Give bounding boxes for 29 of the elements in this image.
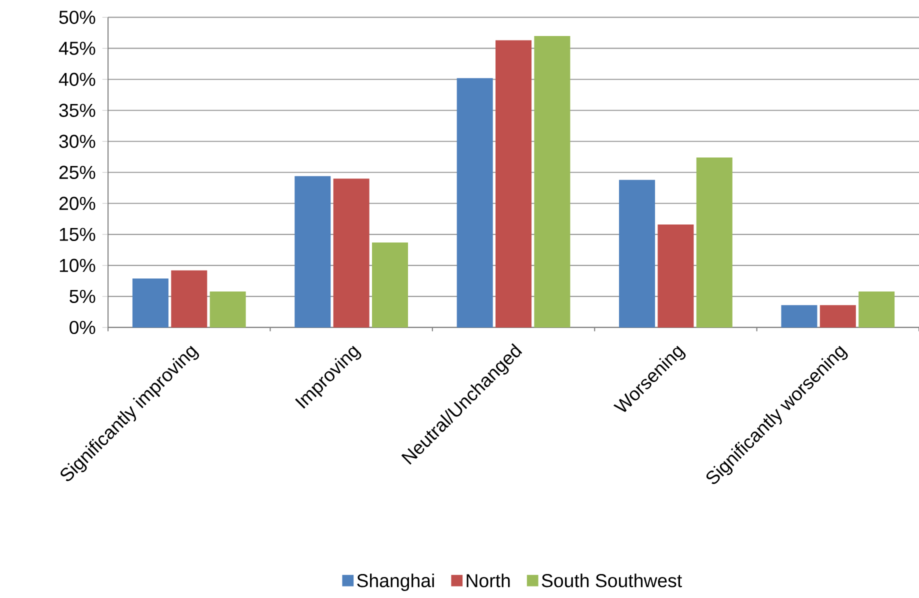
y-tick-label: 20% bbox=[59, 196, 96, 210]
bar bbox=[171, 270, 208, 328]
bar bbox=[858, 291, 895, 328]
bar bbox=[210, 291, 246, 328]
bar bbox=[658, 224, 694, 328]
bar bbox=[456, 78, 493, 328]
legend-label: South Southwest bbox=[542, 573, 682, 588]
bar bbox=[781, 305, 818, 328]
bar bbox=[294, 176, 331, 328]
y-tick-label: 5% bbox=[70, 290, 96, 303]
legend-label: North bbox=[466, 573, 510, 588]
y-tick-label: 0% bbox=[70, 320, 96, 334]
y-tick-label: 40% bbox=[58, 72, 96, 86]
bar bbox=[372, 242, 408, 328]
bar bbox=[534, 36, 570, 328]
bar bbox=[333, 178, 370, 328]
y-tick-label: 25% bbox=[59, 166, 96, 179]
bar bbox=[820, 305, 856, 328]
bar bbox=[132, 278, 168, 328]
bar bbox=[696, 157, 732, 328]
bar bbox=[496, 40, 532, 328]
y-tick-label: 10% bbox=[60, 258, 96, 272]
y-tick-label: 45% bbox=[58, 42, 96, 55]
bar bbox=[619, 180, 656, 328]
y-tick-label: 15% bbox=[60, 228, 96, 241]
y-tick-label: 30% bbox=[59, 134, 96, 148]
legend-label: Shanghai bbox=[357, 573, 434, 591]
y-tick-label: 35% bbox=[59, 104, 96, 117]
y-tick-label: 50% bbox=[59, 10, 96, 24]
